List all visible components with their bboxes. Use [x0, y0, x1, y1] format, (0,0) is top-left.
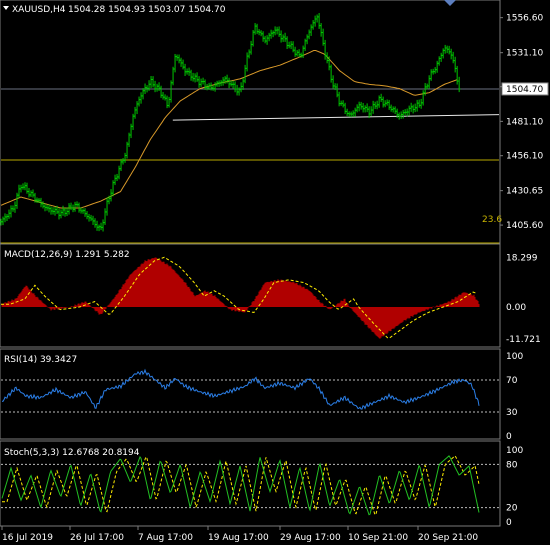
rsi-line: [1, 368, 480, 410]
rsi-tick-label: 100: [506, 352, 523, 362]
price-tick-label: 1531.10: [506, 49, 543, 59]
macd-label: MACD(12,26,9) 1.291 5.282: [4, 250, 130, 260]
macd-tick-label: 18.299: [506, 253, 538, 263]
trendline[interactable]: [172, 114, 500, 121]
macd-signal-line: [1, 256, 478, 339]
current-price-badge: [501, 82, 549, 96]
time-axis: 16 Jul 2019 26 Jul 17:00 7 Aug 17:00 19 Aug…: [1, 526, 478, 543]
stoch-tick-label: 0: [506, 518, 512, 528]
price-tick-label: 1405.60: [506, 221, 543, 231]
macd-tick-label: 0.00: [506, 303, 526, 313]
fib-level-label: 23.6: [482, 215, 502, 225]
shift-marker-icon[interactable]: [444, 0, 456, 6]
stoch-signal-line: [2, 455, 480, 516]
time-tick-label: 19 Aug 17:00: [208, 533, 269, 543]
price-tick-label: 1456.10: [506, 152, 543, 162]
time-tick-label: 16 Jul 2019: [2, 533, 53, 543]
stoch-main-line: [1, 455, 480, 516]
current-price-label: 1504.70: [506, 85, 543, 95]
time-tick-label: 7 Aug 17:00: [138, 533, 193, 543]
macd-panel: MACD(12,26,9) 1.291 5.282 18.299 0.00 -11.…: [0, 243, 541, 348]
price-tick-label: 1430.65: [506, 187, 543, 197]
stoch-tick-label: 20: [506, 504, 518, 514]
stoch-tick-label: 80: [506, 460, 518, 470]
time-tick-label: 20 Sep 21:00: [418, 533, 478, 543]
ohlc-label: 1504.28 1504.93 1503.07 1504.70: [68, 5, 226, 15]
rsi-panel: RSI(14) 39.3427 100 70 30 0: [0, 348, 523, 442]
rsi-tick-label: 70: [506, 376, 518, 386]
rsi-tick-label: 30: [506, 408, 518, 418]
rsi-label: RSI(14) 39.3427: [4, 355, 77, 365]
price-tick-label: 1481.10: [506, 117, 543, 127]
stoch-tick-label: 100: [506, 446, 523, 456]
time-tick-label: 10 Sep 21:00: [348, 533, 408, 543]
symbol-label: XAUUSD,H4: [12, 5, 66, 15]
stoch-panel: Stoch(5,3,3) 12.6768 20.8194 100 80 20 0: [0, 440, 523, 528]
time-tick-label: 26 Jul 17:00: [70, 533, 124, 543]
price-bar: [457, 76, 461, 93]
price-panel: XAUUSD,H4 1504.28 1504.93 1503.07 1504.7…: [0, 0, 549, 244]
stoch-label: Stoch(5,3,3) 12.6768 20.8194: [4, 448, 140, 458]
rsi-tick-label: 0: [506, 432, 512, 442]
price-tick-label: 1556.60: [506, 14, 543, 24]
time-tick-label: 29 Aug 17:00: [280, 533, 341, 543]
macd-tick-label: -11.721: [506, 335, 541, 345]
collapse-arrow-icon[interactable]: [3, 6, 9, 10]
